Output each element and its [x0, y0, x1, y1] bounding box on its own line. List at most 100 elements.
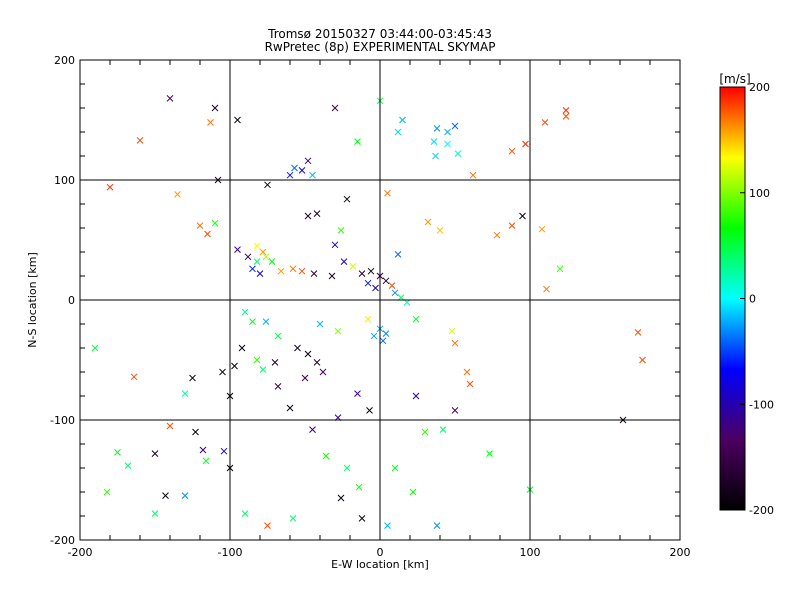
data-point-cross [181, 492, 189, 499]
data-point-cross [274, 383, 282, 390]
data-point-cross [271, 359, 279, 366]
colorbar-ticks: 200 100 0 -100 -200 [740, 81, 774, 517]
data-point-cross [538, 225, 546, 233]
data-point-cross [289, 265, 297, 273]
x-tick-label: -100 [218, 546, 243, 559]
data-point-cross [253, 258, 261, 265]
data-point-cross [181, 390, 189, 397]
data-point-cross [412, 392, 420, 400]
data-point-cross [444, 128, 451, 136]
data-point-cross [253, 242, 261, 250]
data-point-cross [466, 380, 474, 388]
data-point-cross [421, 428, 429, 436]
data-point-cross [424, 218, 432, 226]
data-point-cross [262, 318, 270, 325]
data-point-cross [364, 279, 372, 287]
data-point-cross [486, 450, 493, 457]
data-point-cross [562, 107, 570, 114]
data-point-cross [262, 253, 270, 261]
data-point-cross [451, 407, 459, 414]
data-point-cross [454, 150, 462, 157]
data-point-cross [334, 327, 342, 335]
data-point-cross [367, 267, 375, 275]
data-point-cross [366, 407, 373, 414]
data-point-cross [543, 285, 550, 293]
data-point-cross [399, 116, 406, 124]
data-point-cross [256, 270, 264, 277]
data-point-cross [192, 428, 199, 436]
data-point-cross [103, 488, 111, 496]
data-point-cross [166, 95, 174, 102]
axis-ticks: -200 -100 0 100 200 -200 -100 0 100 200 [50, 54, 690, 559]
data-point-cross [234, 116, 241, 124]
colorbar-tick-label: -100 [749, 398, 774, 411]
data-point-cross [124, 462, 132, 469]
chart-subtitle: RwPretec (8p) EXPERIMENTAL SKYMAP [265, 40, 496, 54]
y-tick-label: 0 [68, 294, 75, 307]
data-point-cross [337, 227, 345, 234]
data-point-cross [382, 277, 390, 285]
data-point-cross [436, 227, 444, 234]
data-point-cross [493, 231, 501, 239]
data-point-cross [244, 253, 252, 261]
data-point-cross [372, 284, 379, 292]
data-point-cross [219, 368, 226, 376]
data-point-cross [231, 362, 238, 370]
data-point-cross [379, 337, 387, 345]
data-point-cross [313, 210, 321, 217]
data-point-cross [430, 138, 438, 145]
data-point-cross [463, 368, 471, 376]
y-axis-label: N-S location [km] [26, 252, 39, 348]
data-point-cross [130, 373, 138, 381]
data-point-cross [238, 344, 246, 352]
data-point-cross [316, 320, 324, 328]
data-point-cross [91, 344, 99, 352]
data-point-cross [189, 374, 196, 382]
data-point-cross [207, 119, 214, 126]
data-point-cross [355, 483, 363, 491]
data-point-cross [639, 356, 646, 364]
data-point-cross [286, 404, 294, 412]
data-point-cross [304, 157, 312, 165]
data-point-cross [106, 183, 114, 191]
x-axis-label: E-W location [km] [331, 558, 429, 571]
data-point-cross [304, 212, 312, 220]
data-point-cross [249, 265, 256, 273]
data-point-cross [310, 270, 318, 277]
colorbar: [m/s] 200 100 0 -100 -200 [719, 72, 774, 517]
data-point-cross [328, 272, 336, 280]
data-point-cross [277, 267, 285, 275]
data-point-cross [391, 464, 399, 472]
data-point-cross [394, 128, 402, 136]
data-point-cross [268, 258, 276, 265]
data-point-cross [196, 222, 204, 229]
data-point-cross [204, 230, 211, 238]
data-point-cross [370, 332, 378, 340]
data-point-cross [174, 191, 181, 198]
data-point-cross [444, 140, 451, 148]
data-point-cross [384, 522, 391, 529]
data-point-cross [469, 171, 477, 179]
data-point-cross [384, 189, 391, 197]
data-point-cross [259, 366, 267, 373]
colorbar-tick-label: 200 [749, 81, 770, 94]
data-point-cross [354, 390, 361, 397]
data-point-cross [451, 122, 459, 130]
data-point-cross [391, 289, 399, 297]
data-point-cross [508, 222, 516, 229]
data-point-cross [541, 119, 549, 126]
data-point-cross [358, 270, 366, 277]
data-point-cross [114, 449, 121, 456]
x-tick-label: 200 [670, 546, 691, 559]
data-point-cross [448, 327, 456, 335]
data-point-cross [309, 171, 316, 179]
data-point-cross [412, 315, 420, 323]
data-point-cross [249, 318, 256, 325]
data-point-cross [298, 167, 306, 174]
grid-lines [80, 60, 680, 540]
y-tick-label: -200 [50, 534, 75, 547]
data-point-cross [388, 282, 396, 289]
data-point-cross [433, 125, 441, 132]
data-point-cross [211, 219, 219, 227]
